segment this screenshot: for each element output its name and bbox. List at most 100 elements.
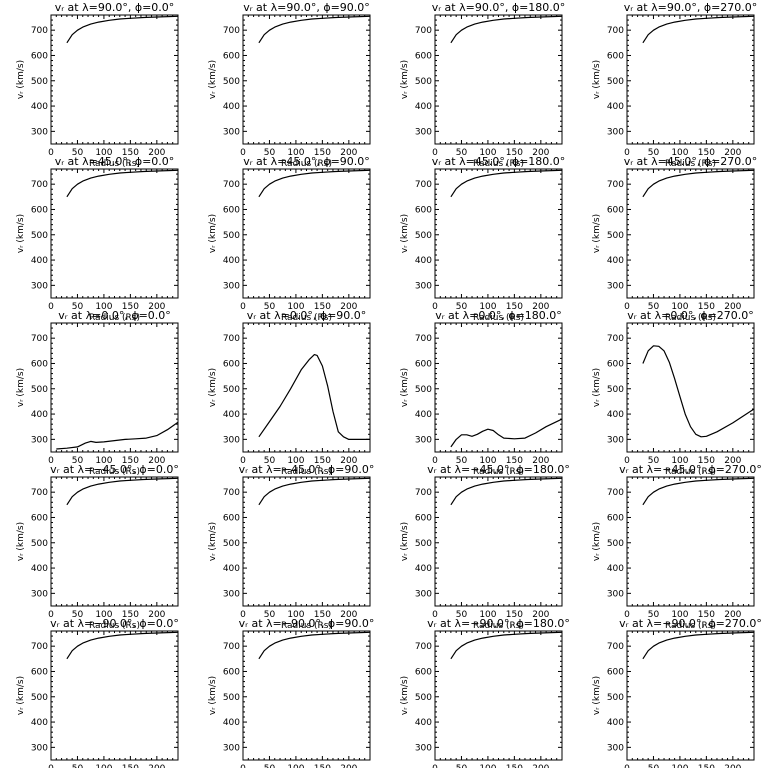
plot-frame [434, 14, 563, 145]
x-tick-label: 150 [314, 302, 331, 312]
plot-frame [50, 14, 179, 145]
plot-frame [626, 168, 755, 299]
y-tick-label: 600 [223, 513, 240, 523]
subplot: vᵣ at λ=45.0°, ϕ=270.0° 0 50 100 150 200 300 40… [592, 155, 757, 323]
subplot-title: vᵣ at λ=90.0°, ϕ=0.0° [55, 1, 175, 14]
series-line [450, 418, 563, 448]
y-tick-label: 600 [31, 359, 48, 369]
y-tick-label: 400 [415, 256, 432, 266]
x-tick-label: 0 [432, 148, 438, 158]
y-tick-label: 400 [31, 718, 48, 728]
x-tick-label: 50 [648, 148, 660, 158]
y-tick-label: 600 [31, 513, 48, 523]
x-tick-label: 0 [48, 148, 54, 158]
y-tick-label: 600 [415, 513, 432, 523]
y-tick-label: 400 [415, 718, 432, 728]
y-tick-label: 600 [607, 667, 624, 677]
x-tick-label: 200 [340, 302, 357, 312]
x-tick-label: 0 [48, 610, 54, 620]
x-tick-label: 50 [456, 610, 468, 620]
series-line [642, 477, 755, 506]
plot-frame [434, 630, 563, 761]
y-tick-label: 500 [31, 77, 48, 87]
subplot-title: vᵣ at λ=−90.0°, ϕ=270.0° [619, 617, 762, 630]
y-tick-label: 400 [31, 564, 48, 574]
y-tick-label: 700 [415, 642, 432, 652]
y-tick-label: 400 [223, 102, 240, 112]
x-tick-label: 0 [624, 148, 630, 158]
x-tick-label: 0 [624, 456, 630, 466]
y-axis-label: vᵣ (km/s) [16, 522, 26, 561]
y-axis-label: vᵣ (km/s) [592, 60, 602, 99]
x-tick-label: 0 [48, 764, 54, 768]
x-tick-label: 200 [532, 456, 549, 466]
x-tick-label: 150 [122, 610, 139, 620]
x-tick-label: 100 [479, 148, 496, 158]
x-axis-label: Radius (Rs) [473, 621, 524, 631]
x-tick-label: 0 [240, 456, 246, 466]
plot-frame [242, 168, 371, 299]
x-tick-label: 150 [698, 764, 715, 768]
y-axis-label: vᵣ (km/s) [208, 368, 218, 407]
y-tick-label: 700 [223, 180, 240, 190]
x-tick-label: 50 [72, 764, 84, 768]
subplot: vᵣ at λ=90.0°, ϕ=180.0° 0 50 100 150 200 300 40… [400, 1, 565, 169]
y-tick-label: 300 [415, 589, 432, 599]
y-tick-label: 400 [223, 564, 240, 574]
y-tick-label: 700 [415, 488, 432, 498]
subplot-title: vᵣ at λ=−90.0°, ϕ=90.0° [239, 617, 375, 630]
x-tick-label: 100 [95, 302, 112, 312]
x-tick-label: 100 [671, 302, 688, 312]
x-tick-label: 50 [264, 456, 276, 466]
series-line [66, 15, 179, 44]
subplot: vᵣ at λ=90.0°, ϕ=270.0° 0 50 100 150 200 300 40… [592, 1, 757, 169]
x-tick-label: 100 [479, 456, 496, 466]
y-tick-label: 300 [415, 281, 432, 291]
series-line [66, 169, 179, 198]
x-tick-label: 0 [240, 302, 246, 312]
series-line [56, 421, 179, 450]
plot-frame [50, 630, 179, 761]
plot-frame [50, 322, 179, 453]
y-axis-label: vᵣ (km/s) [592, 368, 602, 407]
subplot: vᵣ at λ=0.0°, ϕ=90.0° 0 50 100 150 200 300 400 5… [208, 309, 371, 477]
y-tick-label: 500 [415, 385, 432, 395]
subplot: vᵣ at λ=45.0°, ϕ=90.0° 0 50 100 150 200 300 400… [208, 155, 371, 323]
x-tick-label: 200 [148, 456, 165, 466]
series-line [642, 345, 755, 438]
y-tick-label: 600 [223, 667, 240, 677]
x-tick-label: 100 [671, 764, 688, 768]
subplot: vᵣ at λ=−90.0°, ϕ=90.0° 0 50 100 150 200 300 40… [208, 617, 374, 768]
x-tick-label: 0 [624, 764, 630, 768]
x-axis-label: Radius (Rs) [665, 621, 716, 631]
series-line [642, 15, 755, 44]
y-tick-label: 600 [223, 359, 240, 369]
x-tick-label: 150 [314, 610, 331, 620]
plot-frame [434, 476, 563, 607]
subplot-title: vᵣ at λ=45.0°, ϕ=90.0° [243, 155, 370, 168]
x-tick-label: 50 [264, 764, 276, 768]
y-axis-label: vᵣ (km/s) [16, 368, 26, 407]
series-line [450, 631, 563, 660]
x-tick-label: 0 [48, 456, 54, 466]
y-tick-label: 500 [607, 77, 624, 87]
y-tick-label: 600 [223, 51, 240, 61]
x-tick-label: 150 [314, 764, 331, 768]
x-tick-label: 150 [122, 456, 139, 466]
y-tick-label: 400 [31, 256, 48, 266]
x-tick-label: 0 [432, 456, 438, 466]
y-tick-label: 700 [607, 180, 624, 190]
subplot-title: vᵣ at λ=−90.0°, ϕ=180.0° [427, 617, 570, 630]
subplot-title: vᵣ at λ=45.0°, ϕ=180.0° [432, 155, 566, 168]
subplot-title: vᵣ at λ=90.0°, ϕ=180.0° [432, 1, 566, 14]
y-tick-label: 600 [607, 51, 624, 61]
y-tick-label: 300 [31, 743, 48, 753]
x-tick-label: 100 [95, 610, 112, 620]
x-tick-label: 50 [648, 302, 660, 312]
x-axis-label: Radius (Rs) [89, 621, 140, 631]
x-tick-label: 200 [532, 302, 549, 312]
y-tick-label: 400 [31, 102, 48, 112]
y-tick-label: 700 [31, 180, 48, 190]
x-axis-label: Radius (Rs) [665, 313, 716, 323]
y-tick-label: 500 [415, 231, 432, 241]
